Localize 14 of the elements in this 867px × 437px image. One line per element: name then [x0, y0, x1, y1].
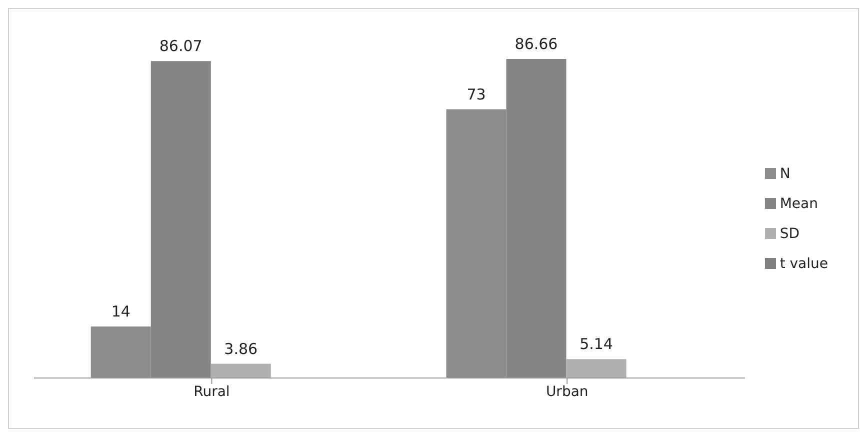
data-label: 86.66: [514, 35, 558, 53]
legend-label: t value: [780, 256, 828, 272]
legend-label: Mean: [780, 196, 818, 212]
x-tick-label: Urban: [546, 384, 588, 400]
data-label: 3.86: [224, 340, 258, 358]
x-tick-label: Rural: [194, 384, 230, 400]
legend-label: SD: [780, 226, 800, 242]
data-label: 73: [466, 85, 486, 104]
data-label: 14: [111, 302, 130, 320]
legend-label: N: [780, 166, 790, 182]
bar: [210, 364, 271, 378]
data-label: 86.07: [159, 37, 202, 56]
data-label: 5.14: [580, 335, 613, 354]
bar: [566, 359, 626, 378]
